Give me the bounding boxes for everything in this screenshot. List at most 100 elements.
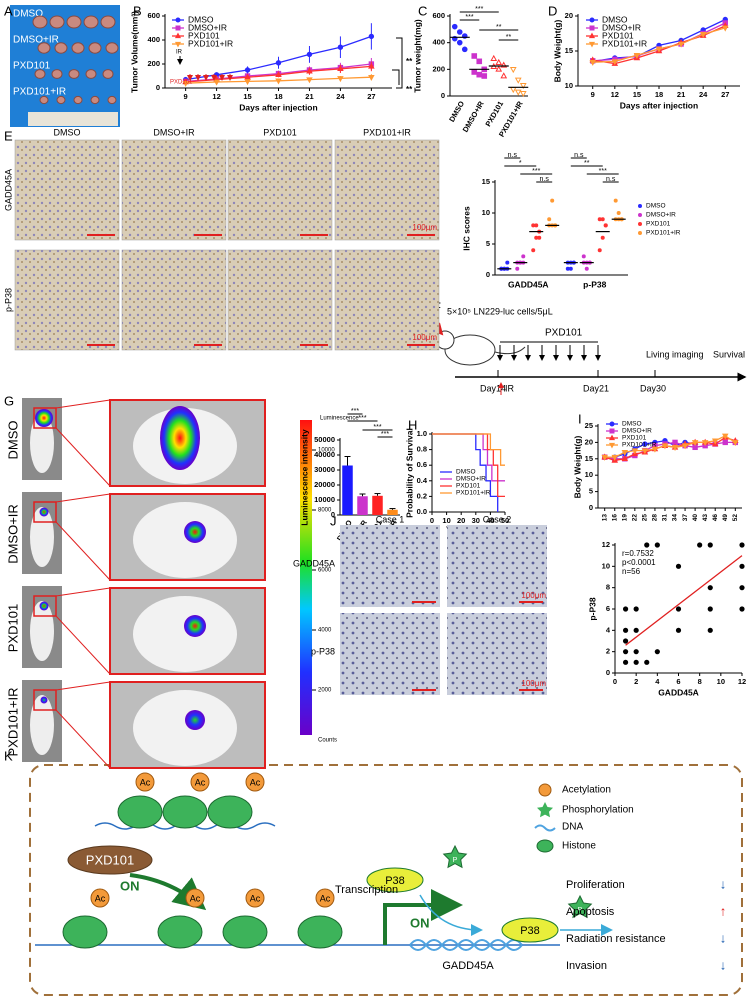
marker — [633, 52, 641, 59]
y-tick-label: 400 — [147, 35, 160, 44]
colorbar — [300, 420, 312, 735]
zoom-line — [55, 587, 111, 597]
scale-label: 100μm — [412, 223, 437, 232]
significance: *** — [475, 6, 483, 13]
significance: *** — [599, 168, 607, 175]
marker — [182, 80, 189, 87]
legend-swatch — [638, 204, 642, 208]
point — [739, 606, 745, 612]
legend-label: DMSO — [456, 469, 476, 476]
point — [697, 542, 703, 548]
y-tick-label: 20 — [565, 11, 573, 20]
point — [633, 606, 639, 612]
ihc-image — [14, 249, 120, 351]
bar — [357, 496, 368, 515]
marker — [691, 440, 699, 447]
tumor — [100, 15, 116, 29]
y-tick-label: 1.0 — [417, 429, 427, 438]
tumor — [102, 69, 114, 79]
zoom-line — [55, 615, 111, 675]
group-label: PXD101+IR — [13, 87, 66, 98]
y-axis-title: Tumor weight(mg) — [412, 19, 422, 93]
x-tick-label: 21 — [677, 90, 685, 99]
y-axis-title: p-P38 — [587, 597, 597, 620]
marker — [368, 74, 375, 81]
column-title: Case 1 — [376, 514, 405, 524]
phospho-label: P — [453, 857, 458, 864]
colorbar-title: Luminescence — [320, 416, 359, 422]
ihc-image — [121, 139, 227, 241]
ihc-image — [121, 249, 227, 351]
dose-arrows — [497, 341, 601, 361]
point — [707, 606, 713, 612]
mouse-head — [133, 596, 237, 672]
legend-label: DMSO — [622, 421, 642, 428]
marker — [519, 82, 527, 90]
colorbar-label: 6000 — [318, 568, 332, 574]
point — [707, 542, 713, 548]
marker — [495, 58, 503, 66]
y-tick-label: 0 — [589, 503, 593, 512]
survival-curve — [432, 433, 505, 498]
significance: n.s — [508, 152, 518, 159]
signal — [35, 409, 53, 427]
marker — [481, 73, 488, 79]
on-label: ON — [120, 878, 140, 893]
x-tick-label: 37 — [682, 514, 689, 522]
marker — [631, 448, 639, 455]
x-tick-label: 27 — [721, 90, 729, 99]
legend-label: DMSO+IR — [622, 428, 652, 435]
marker — [509, 66, 517, 74]
acetyl-group — [135, 772, 155, 792]
legend-label: PXD101+IR — [456, 490, 491, 497]
panel-label: A — [4, 3, 13, 18]
x-tick-label: 10 — [442, 516, 450, 525]
survival-curve — [432, 433, 499, 512]
x-tick-label: DMSO — [447, 99, 466, 123]
legend-label: DMSO+IR — [602, 22, 641, 32]
point — [739, 563, 745, 569]
marker — [275, 71, 282, 78]
legend-marker — [589, 17, 595, 23]
x-tick-label: 40 — [486, 516, 494, 525]
panel-label: H — [408, 417, 417, 432]
signal — [160, 406, 200, 470]
colorbar-label: 10000 — [318, 448, 335, 454]
legend-label: DMSO+IR — [456, 476, 486, 483]
x-tick-label: p-P38 — [583, 279, 606, 289]
point — [644, 542, 650, 548]
phospho-star — [442, 844, 468, 869]
dot — [531, 248, 536, 253]
point — [622, 659, 629, 665]
marker — [699, 31, 707, 38]
acetyl-group — [185, 888, 205, 908]
significance: * — [519, 160, 522, 167]
y-tick-label: 25 — [585, 421, 593, 430]
tumor — [49, 15, 65, 29]
point — [633, 659, 639, 665]
colorbar-label: 4000 — [318, 628, 332, 634]
legend-label: PXD101 — [622, 435, 647, 442]
signal — [184, 521, 206, 543]
scale-label: 100μm — [521, 591, 546, 600]
histology-image — [340, 613, 440, 695]
marker — [500, 61, 508, 68]
sig-bracket — [396, 37, 403, 89]
significance: n.s — [574, 152, 584, 159]
tumor — [37, 42, 51, 54]
zoom-line — [55, 399, 111, 409]
dot — [568, 266, 573, 271]
marker — [681, 443, 689, 450]
tumor — [85, 69, 97, 79]
legend-marker — [608, 442, 616, 449]
legend-marker — [609, 421, 615, 427]
legend-label: PXD101+IR — [188, 38, 233, 48]
y-tick-label: 12 — [602, 540, 610, 549]
outcome-label: Apoptosis — [566, 906, 615, 918]
acetyl-group — [90, 888, 110, 908]
dot — [537, 235, 542, 240]
marker — [337, 76, 344, 83]
acetyl-label: Ac — [95, 893, 106, 903]
point — [707, 585, 713, 591]
y-tick-label: 400 — [432, 38, 445, 47]
